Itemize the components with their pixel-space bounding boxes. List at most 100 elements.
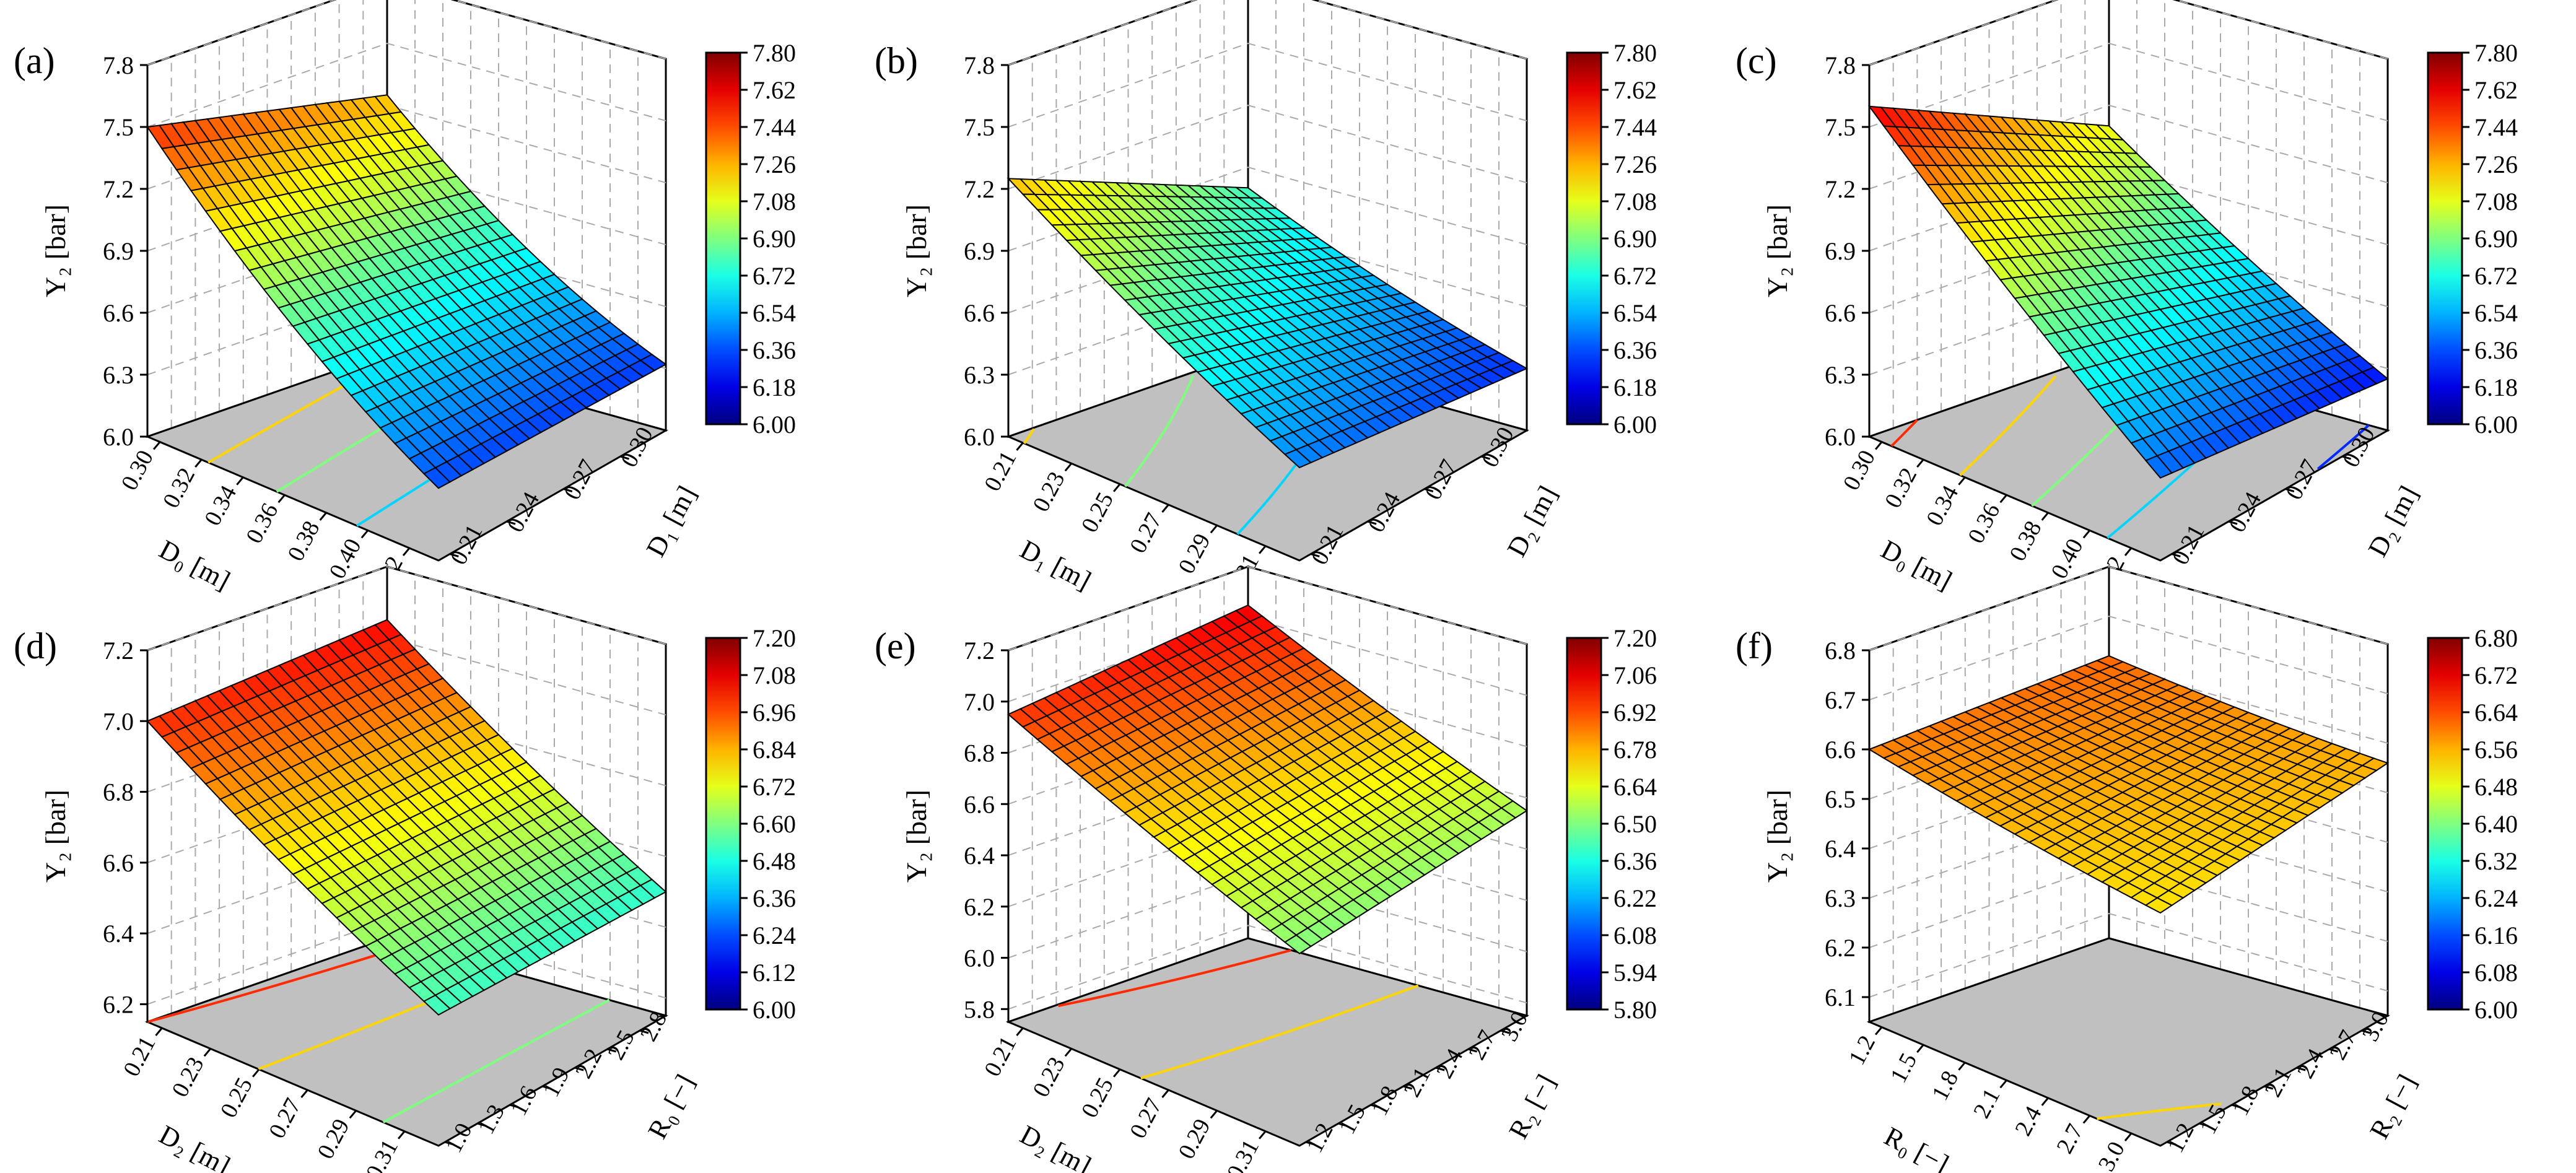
grid-line [147,0,666,66]
y-tick [2342,455,2352,460]
colorbar-tick-label: 6.18 [753,373,796,401]
x-tick-label: 0.25 [216,1073,258,1122]
colorbar-tick-label: 5.94 [1613,959,1657,987]
surface-cell [422,466,452,489]
y-axis-label: D₁ [m] [640,481,702,561]
z-tick-label: 6.0 [103,423,134,451]
surface-mesh [1006,178,1529,469]
x-tick-label: 0.21 [979,447,1021,495]
x-axis-label: D₀ [m] [1876,534,1957,596]
colorbar-tick-label: 6.92 [1613,699,1657,726]
y-tick [574,1066,584,1071]
z-tick-label: 6.5 [1825,785,1856,813]
z-tick-label: 6.9 [103,237,134,265]
colorbar-tick-label: 6.00 [2474,996,2518,1024]
colorbar-tick-label: 6.78 [1613,736,1657,764]
colorbar-tick-label: 6.72 [2474,262,2518,290]
y-tick [1367,520,1377,525]
surface-cell [422,994,452,1016]
x-tick [1999,1079,2007,1089]
z-tick-label: 6.3 [1825,884,1856,912]
z-tick-label: 6.2 [964,893,995,921]
x-tick-label: 0.34 [1921,481,1963,530]
y-tick [639,1029,649,1034]
y-tick [1424,488,1434,492]
colorbar-tick-label: 6.24 [753,922,796,949]
x-axis-label: D₁ [m] [1015,534,1096,596]
colorbar-tick-label: 6.36 [753,336,796,364]
colorbar-tick-label: 6.12 [753,959,796,987]
x-tick-label: 0.29 [1173,530,1215,578]
z-axis-label: Y₂ [bar] [1762,204,1793,297]
x-tick [300,1089,308,1098]
x-tick [1016,442,1024,451]
x-tick [2041,1097,2049,1106]
x-axis-label: D₂ [m] [154,1119,235,1173]
colorbar [1566,51,1602,425]
panel-label: (f) [1736,626,1773,666]
x-tick-label: 2.4 [2010,1102,2046,1140]
y-tick [509,1104,519,1109]
x-tick [349,1110,357,1119]
colorbar-tick-label: 6.50 [1613,810,1657,838]
chart-panel: 6.06.36.66.97.27.57.8Y₂ [bar]0.300.320.3… [14,0,796,601]
colorbar-tick-label: 6.72 [753,773,796,801]
colorbar [2427,51,2463,425]
surface-mesh [146,619,667,1016]
x-tick-label: 0.25 [1076,1073,1119,1122]
surface-mesh [1867,655,2390,914]
colorbar-tick-label: 5.80 [1613,996,1657,1024]
x-tick-label: 0.30 [1838,446,1880,494]
z-tick-label: 7.2 [1825,175,1856,203]
colorbar-tick-label: 7.44 [2474,113,2518,141]
z-tick-label: 6.3 [103,361,134,389]
grid-line [1869,912,2388,998]
x-tick [2124,547,2133,556]
colorbar-tick-label: 6.18 [1613,373,1657,401]
x-tick-label: 0.27 [1125,509,1167,557]
x-tick [2124,1133,2133,1141]
x-tick-label: 0.23 [1028,468,1070,516]
floor-contour [1023,428,1036,445]
colorbar-tick-label: 7.80 [2474,39,2518,67]
z-tick-label: 6.4 [1825,835,1856,863]
colorbar-tick-label: 6.84 [753,736,796,764]
colorbar-tick-label: 6.64 [2474,699,2518,726]
x-tick [2082,1115,2091,1124]
z-tick-label: 7.0 [964,688,995,716]
y-tick [2167,1141,2176,1146]
colorbar-tick-label: 6.60 [753,810,796,838]
x-tick [1958,1062,1966,1071]
x-axis-label: D₀ [m] [154,534,235,596]
x-tick [402,547,411,556]
x-tick [2041,512,2049,521]
y-tick [445,1141,454,1146]
x-axis-label: D₂ [m] [1015,1119,1096,1173]
colorbar-tick-label: 6.72 [2474,661,2518,689]
y-tick [1468,1048,1478,1053]
floor-contour [1890,419,1918,447]
z-axis-label: Y₂ [bar] [1762,790,1793,883]
y-tick [2199,1122,2209,1127]
chart-panel: 6.1 6.2 6.3 6.4 6.5 6.6 6.7 6.8 Y₂ [bar] 1.2 1.5 1.… [1736,565,2518,1173]
z-tick-label: 6.3 [1825,361,1856,389]
x-tick [194,459,203,468]
colorbar-tick-label: 6.72 [1613,262,1657,290]
colorbar-tick-label: 6.00 [753,996,796,1024]
colorbar-tick-label: 6.00 [2474,411,2518,438]
x-tick-label: 3.0 [2094,1138,2130,1173]
panel-label: (b) [875,40,918,81]
grid-line [1008,925,1527,1010]
z-tick-label: 6.9 [964,237,995,265]
x-tick [319,512,327,521]
z-axis-label: Y₂ [bar] [40,204,71,297]
colorbar-tick-label: 7.26 [2474,150,2518,178]
colorbar-tick-label: 7.44 [753,113,796,141]
chart-panel: 6.26.46.66.87.07.2Y₂ [bar]0.21 0.23 0.25 0.… [14,565,796,1173]
colorbar-tick-label: 7.26 [1613,150,1657,178]
y-tick [449,553,459,557]
colorbar-tick-label: 6.48 [753,847,796,875]
x-tick-label: 0.36 [241,499,283,547]
x-tick [1113,1068,1121,1078]
y-tick [2228,520,2238,525]
